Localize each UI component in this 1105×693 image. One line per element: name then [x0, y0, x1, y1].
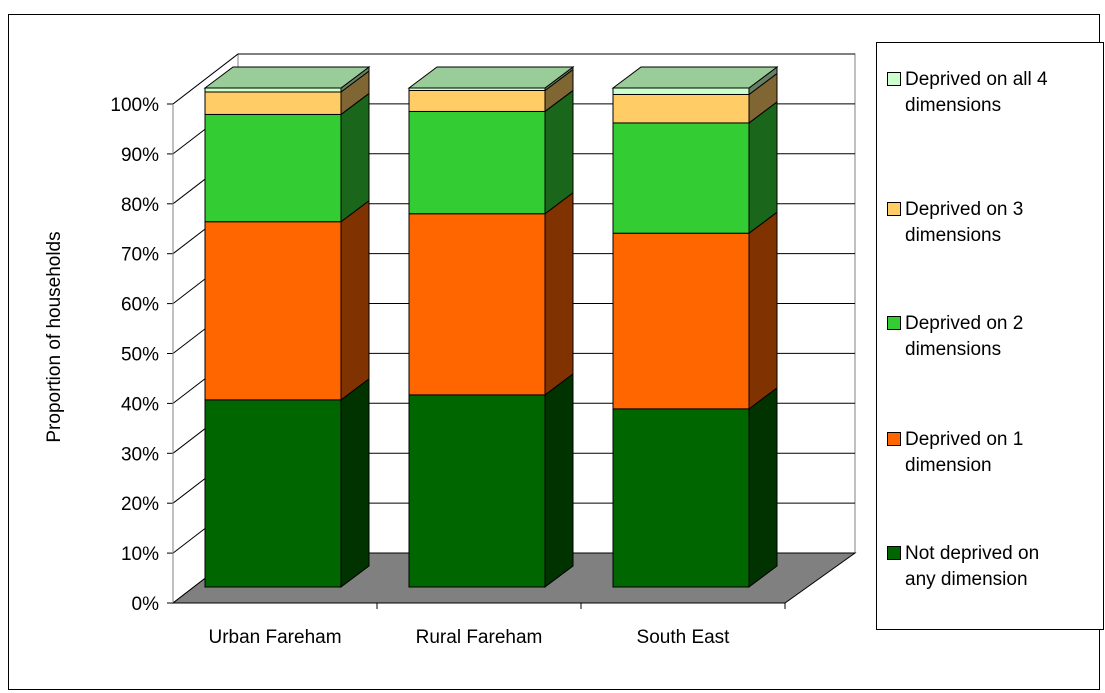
- bar-segment-front: [408, 89, 546, 112]
- legend-swatch-1: [887, 432, 901, 446]
- bar-segment-side: [340, 377, 370, 588]
- bar-segment-front: [408, 213, 546, 396]
- bar-top-face: [611, 66, 779, 89]
- y-tick-label: 30%: [121, 444, 159, 465]
- gridline: [172, 53, 855, 105]
- bar-segment-front: [204, 91, 342, 115]
- legend-swatch-3: [887, 202, 901, 216]
- y-tick-label: 50%: [121, 345, 159, 366]
- y-tick-label: 90%: [121, 145, 159, 166]
- bar-segment-front: [612, 232, 750, 410]
- bar-segment-front: [612, 93, 750, 124]
- bar-top-face: [203, 66, 371, 89]
- bar-segment-front: [204, 87, 342, 93]
- bar-segment-front: [408, 394, 546, 588]
- y-axis-title: Proportion of households: [44, 231, 65, 442]
- x-tick-label: Urban Fareham: [208, 627, 341, 648]
- bar-segment-front: [612, 87, 750, 95]
- legend-label-line1: Not deprived on: [905, 543, 1040, 564]
- legend-label-line2: dimensions: [905, 95, 1002, 116]
- bar-segment-front: [204, 113, 342, 223]
- bar-segment-side: [748, 386, 778, 588]
- bar-segment-side: [544, 191, 574, 396]
- y-tick-label: 10%: [121, 544, 159, 565]
- bar-segment-front: [408, 110, 546, 215]
- y-tick-label: 20%: [121, 494, 159, 515]
- bar-segment-front: [612, 122, 750, 234]
- bar-segment-front: [204, 221, 342, 401]
- y-tick-label: 40%: [121, 394, 159, 415]
- legend-label-line1: Deprived on 3: [905, 199, 1024, 220]
- bar-top-face: [407, 66, 575, 89]
- bar-segment-front: [612, 408, 750, 588]
- chart-legend: Deprived on all 4 dimensions Deprived on …: [876, 42, 1104, 630]
- y-tick-label: 100%: [110, 95, 159, 116]
- bar-segment-side: [748, 100, 778, 235]
- y-tick-label: 0%: [132, 594, 160, 615]
- legend-label-line2: dimensions: [905, 225, 1002, 246]
- x-tick-label: South East: [637, 627, 731, 648]
- bar-segment-side: [748, 211, 778, 410]
- legend-swatch-0: [887, 546, 901, 560]
- legend-label-line1: Deprived on 1: [905, 429, 1024, 450]
- legend-label-line2: any dimension: [905, 569, 1028, 590]
- bar-segment-front: [204, 399, 342, 588]
- bar-segment-side: [340, 199, 370, 401]
- y-tick-label: 80%: [121, 195, 159, 216]
- y-tick-label: 60%: [121, 295, 159, 316]
- legend-label-line1: Deprived on 2: [905, 313, 1024, 334]
- legend-swatch-2: [887, 316, 901, 330]
- legend-label-line2: dimension: [905, 455, 992, 476]
- x-tick-label: Rural Fareham: [416, 627, 543, 648]
- bar-segment-side: [340, 92, 370, 223]
- y-tick-label: 70%: [121, 245, 159, 266]
- bar-segment-side: [544, 372, 574, 588]
- legend-label-line1: Deprived on all 4: [905, 69, 1048, 90]
- legend-swatch-all4: [887, 72, 901, 86]
- bar-segment-side: [544, 89, 574, 215]
- legend-label-line2: dimensions: [905, 339, 1002, 360]
